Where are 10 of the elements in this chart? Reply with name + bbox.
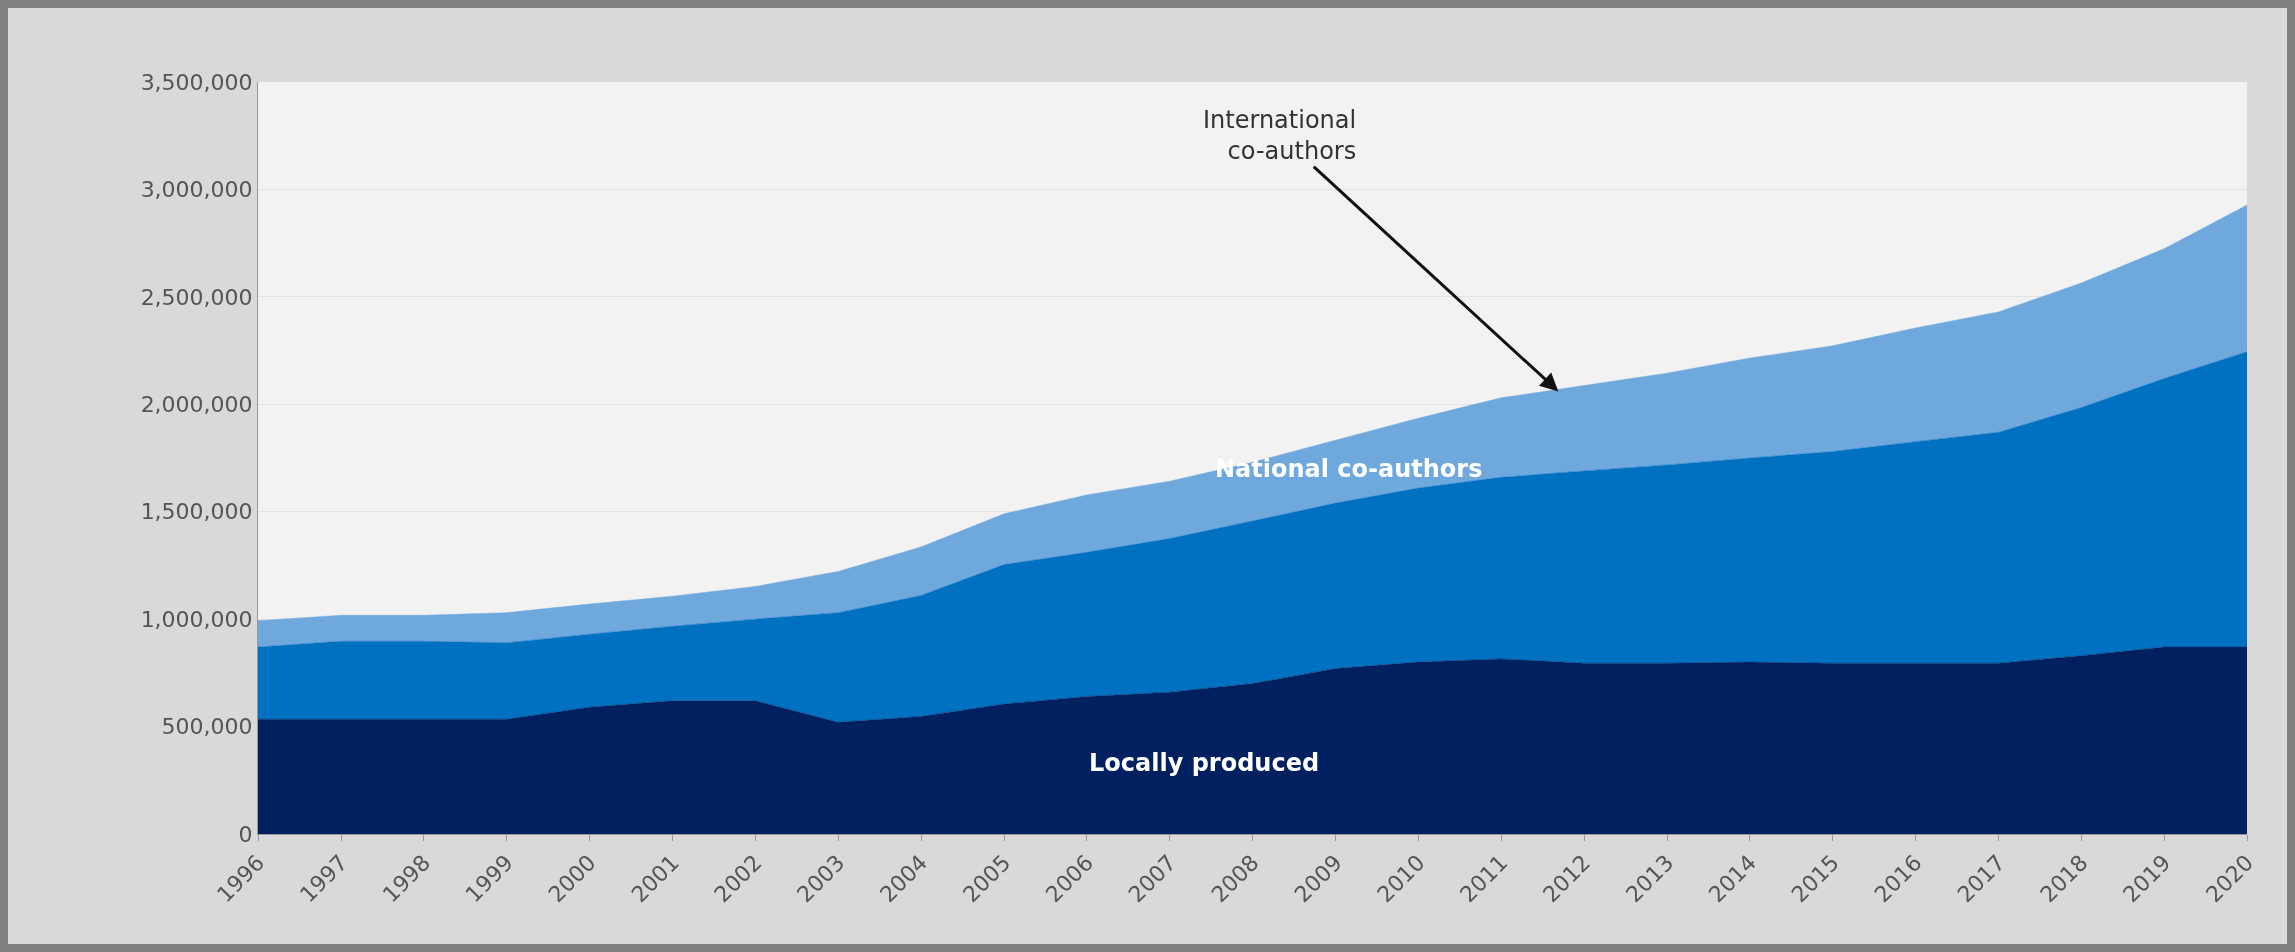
y-tick-label: 3,500,000	[140, 69, 253, 95]
y-tick-label: 1,000,000	[140, 606, 253, 632]
text: International co-authors	[1203, 106, 1357, 166]
series-label: Locally produced	[1089, 749, 1320, 777]
y-tick-label: 2,000,000	[140, 391, 253, 417]
y-tick-label: 0	[238, 821, 253, 847]
y-tick-label: 1,500,000	[140, 499, 253, 525]
y-tick-label: 500,000	[161, 714, 253, 740]
y-tick-label: 3,000,000	[140, 177, 253, 203]
y-tick-label: 2,500,000	[140, 284, 253, 310]
